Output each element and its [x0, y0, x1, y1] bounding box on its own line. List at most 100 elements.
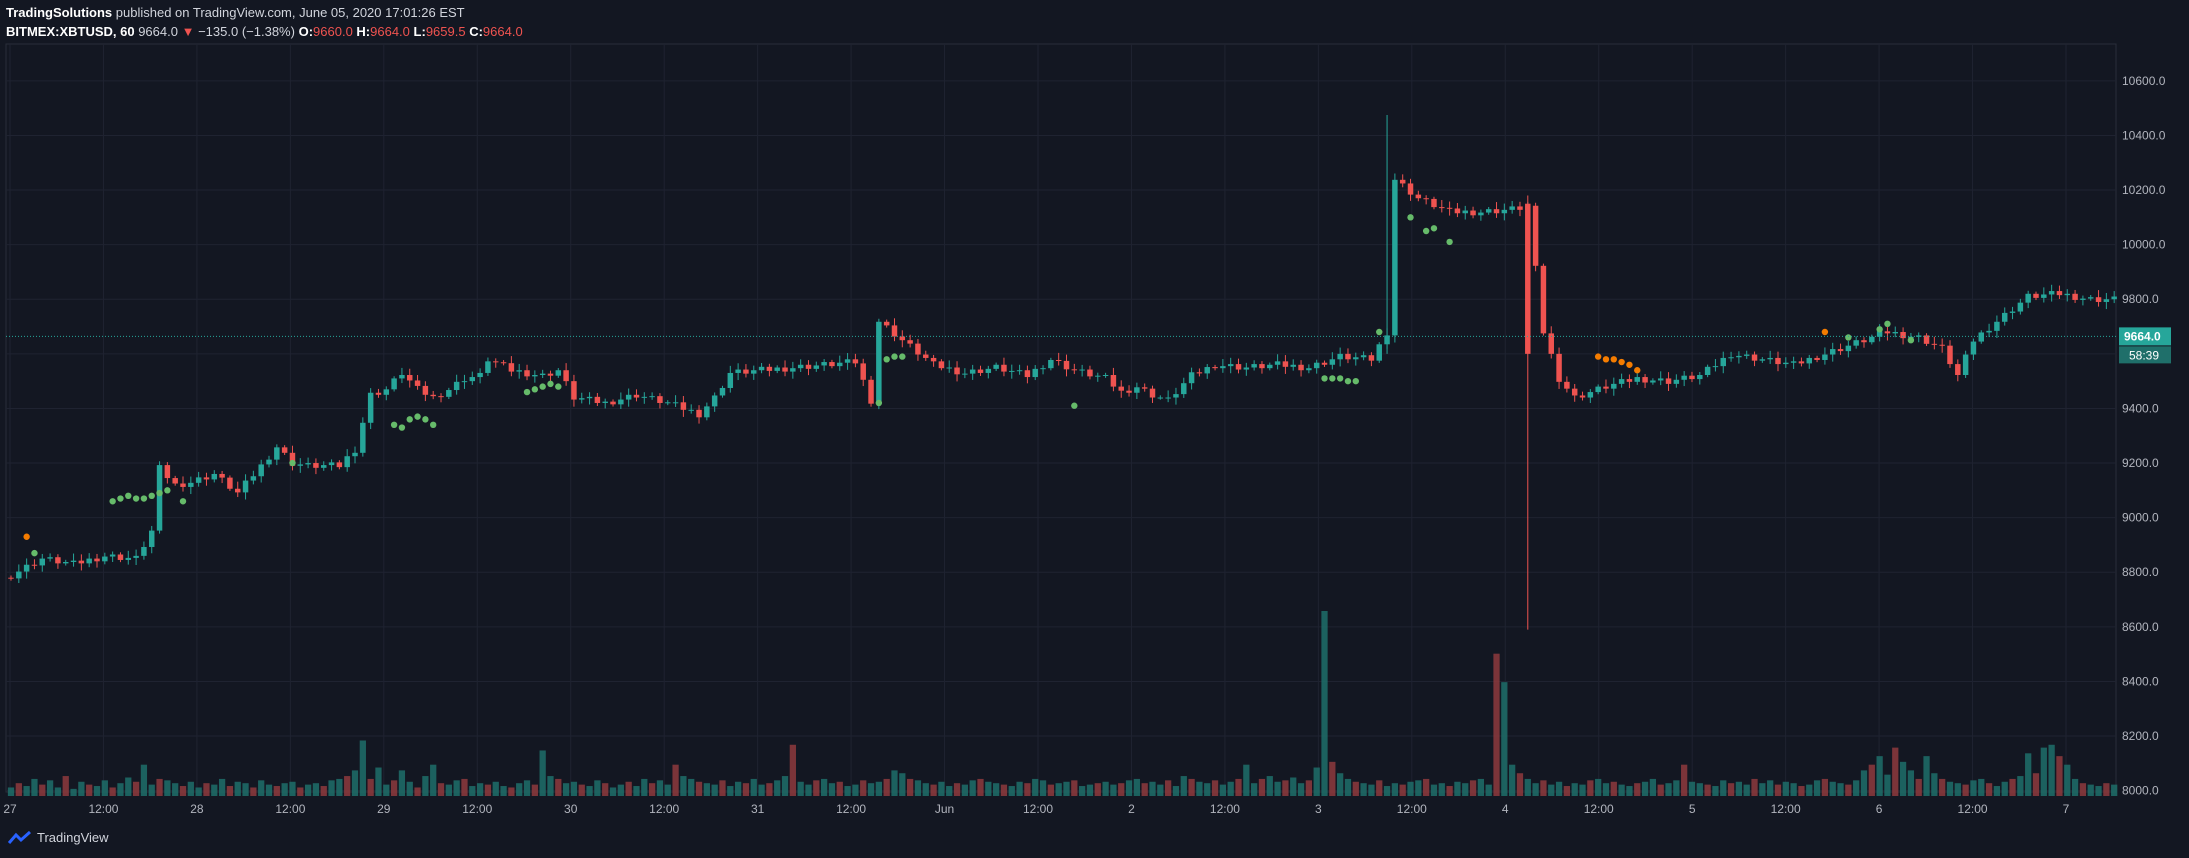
volume-bar — [23, 786, 30, 796]
volume-bar — [1665, 783, 1672, 796]
volume-bar — [117, 783, 124, 796]
y-tick-label: 10000.0 — [2122, 238, 2166, 252]
candle-body — [23, 564, 30, 572]
x-tick-label: 4 — [1502, 802, 1509, 816]
candle-body — [1016, 370, 1023, 372]
volume-bar — [1141, 783, 1148, 796]
volume-bar — [1759, 783, 1766, 796]
volume-bar — [1297, 783, 1305, 796]
signal-dot-green — [891, 353, 898, 360]
signal-dot-green — [523, 388, 531, 396]
volume-bar — [2071, 778, 2079, 796]
candle-body — [579, 398, 585, 400]
candle-body — [1712, 366, 1719, 368]
volume-bar — [1219, 784, 1226, 796]
volume-bar — [1415, 780, 1422, 796]
open-value: 9660.0 — [313, 24, 353, 39]
candle-body — [328, 462, 335, 466]
volume-bar — [1860, 770, 1868, 796]
candle-body — [2103, 299, 2110, 302]
volume-bar — [719, 780, 726, 796]
volume-bar — [211, 784, 218, 796]
volume-bar — [758, 784, 765, 796]
candle-body — [977, 369, 984, 373]
volume-bar — [1587, 780, 1594, 796]
close-value: 9664.0 — [482, 24, 523, 39]
volume-bar — [1962, 784, 1969, 796]
volume-bar — [1892, 747, 1899, 796]
volume-bar — [1853, 780, 1860, 796]
y-tick-label: 9200.0 — [2122, 456, 2159, 470]
signal-dot-green — [406, 416, 413, 423]
signal-dot-orange — [1594, 353, 1602, 360]
signal-dot-green — [117, 495, 124, 502]
volume-bar — [891, 770, 898, 796]
x-tick-label: 12:00 — [275, 802, 305, 816]
signal-dot-green — [1376, 328, 1383, 336]
candle-body — [469, 377, 476, 382]
volume-bar — [1118, 783, 1125, 796]
candle-body — [1337, 353, 1343, 360]
x-tick-label: 12:00 — [1210, 802, 1240, 816]
candle-body — [86, 558, 92, 564]
volume-bar — [1188, 778, 1195, 796]
author-name[interactable]: TradingSolutions — [6, 5, 113, 20]
candle-body — [711, 395, 718, 407]
candle-body — [78, 560, 85, 564]
candle-body — [1063, 360, 1070, 370]
candle-body — [1431, 198, 1437, 208]
volume-bar — [1125, 780, 1133, 796]
candle-body — [1767, 357, 1773, 360]
brand-label[interactable]: TradingView — [37, 830, 109, 845]
symbol-label[interactable]: BITMEX:XBTUSD, 60 — [6, 24, 135, 39]
candle-body — [837, 362, 843, 367]
candle-body — [1517, 206, 1523, 210]
candle-body — [1251, 364, 1257, 368]
volume-bar — [273, 786, 280, 796]
y-tick-label: 9400.0 — [2122, 401, 2159, 415]
candle-body — [1032, 368, 1038, 378]
volume-bar — [1970, 780, 1977, 796]
candle-body — [1267, 364, 1273, 369]
candle-body — [1955, 364, 1961, 376]
candle-body — [883, 321, 890, 326]
candle-body — [625, 394, 632, 400]
volume-bar — [281, 783, 288, 796]
volume-bar — [336, 778, 343, 796]
volume-bar — [774, 780, 781, 796]
signal-dot-orange — [1634, 367, 1641, 374]
candle-body — [1994, 321, 2000, 331]
volume-bar — [31, 778, 38, 796]
volume-bar — [344, 776, 351, 796]
x-tick-label: 30 — [564, 802, 578, 816]
candle-body — [1783, 362, 1789, 365]
volume-bar — [140, 764, 148, 796]
candle-body — [1845, 345, 1852, 352]
volume-bar — [2032, 773, 2040, 796]
volume-bar — [1258, 778, 1266, 796]
candle-body — [1306, 368, 1312, 371]
signal-dot-green — [1907, 336, 1915, 344]
y-tick-label: 8600.0 — [2122, 620, 2159, 634]
candle-body — [227, 477, 233, 489]
volume-bar — [1634, 783, 1641, 796]
volume-bar — [586, 786, 593, 796]
candle-body — [555, 370, 562, 376]
candle-body — [1548, 333, 1554, 354]
candle-body — [407, 375, 413, 381]
candle-body — [860, 363, 866, 380]
volume-bar — [1383, 786, 1391, 796]
candle-body — [1743, 354, 1750, 356]
volume-bar — [1016, 781, 1023, 796]
candle-body — [727, 372, 734, 388]
volume-bar — [625, 781, 632, 796]
volume-bar — [93, 786, 101, 796]
candle-body — [602, 401, 608, 403]
volume-bar — [1579, 784, 1586, 796]
candle-body — [321, 465, 327, 468]
candle-body — [297, 464, 304, 466]
candle-body — [102, 556, 108, 562]
candle-body — [1259, 364, 1265, 369]
volume-bar — [62, 776, 69, 796]
